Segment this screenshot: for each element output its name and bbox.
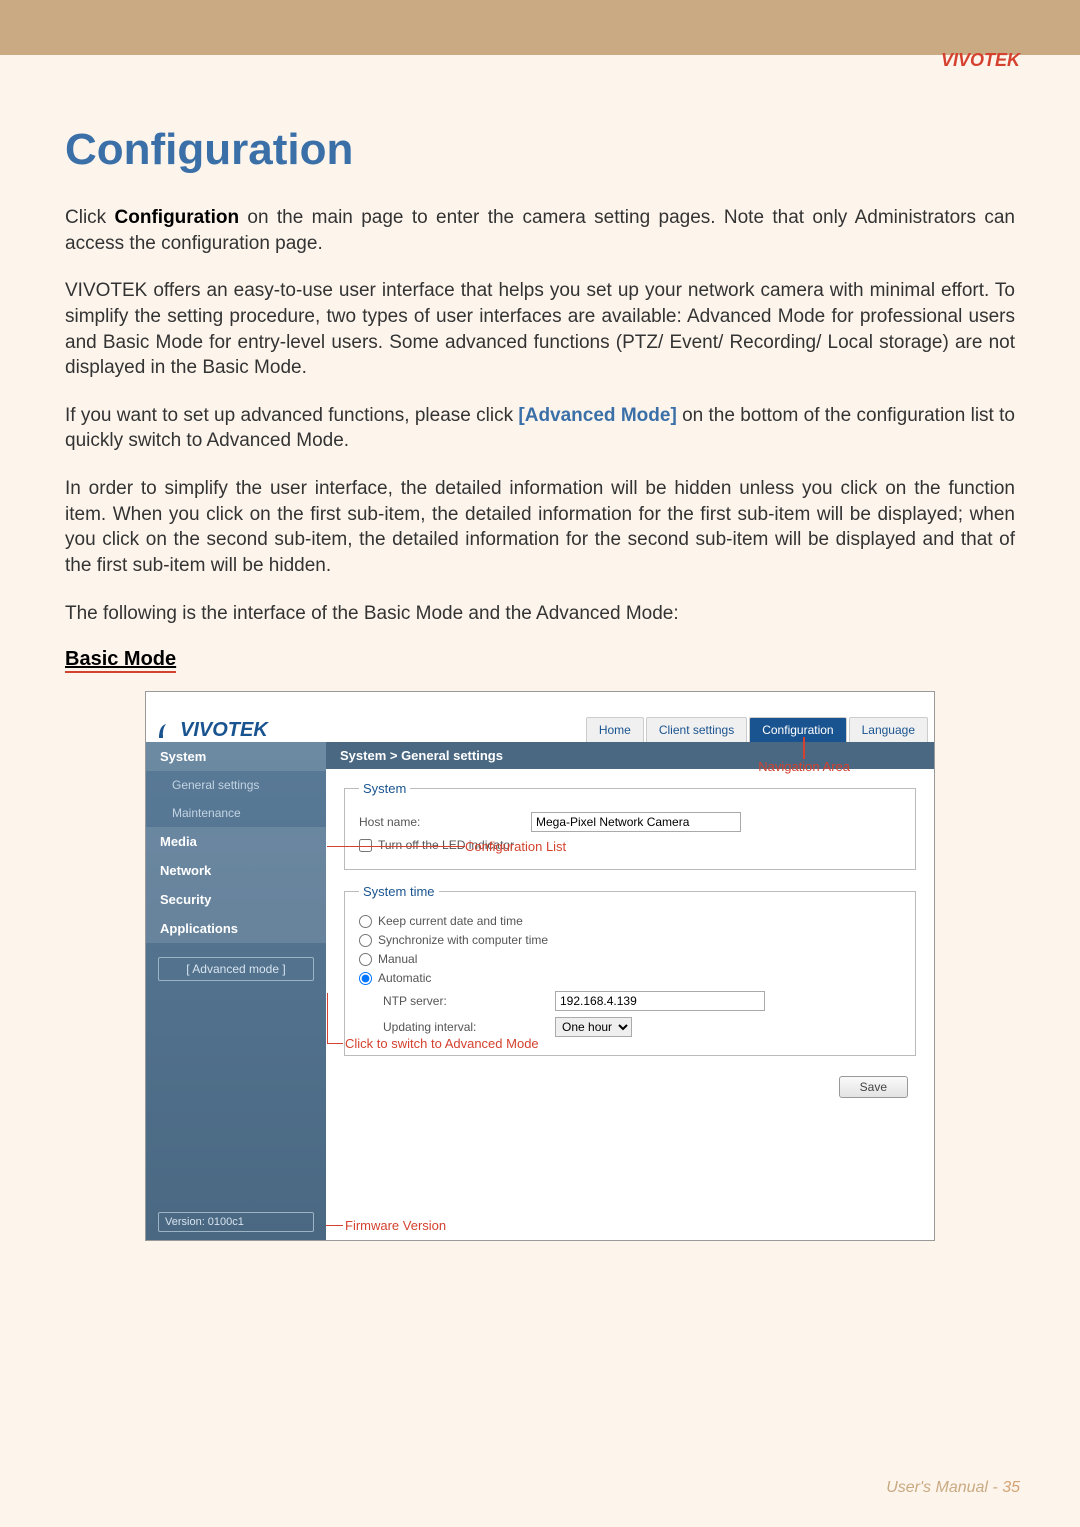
page-title: Configuration bbox=[65, 125, 1015, 175]
logo: VIVOTEK bbox=[156, 719, 268, 742]
sidebar-item-applications[interactable]: Applications bbox=[146, 914, 326, 943]
radio-auto[interactable] bbox=[359, 972, 372, 985]
tabs: Home Client settings Configuration Langu… bbox=[586, 717, 928, 742]
breadcrumb: System > General settings bbox=[326, 742, 934, 769]
input-hostname[interactable] bbox=[531, 812, 741, 832]
save-button[interactable]: Save bbox=[839, 1076, 908, 1098]
footer: User's Manual - 35 bbox=[886, 1479, 1020, 1497]
paragraph-1: Click Configuration on the main page to … bbox=[65, 205, 1015, 256]
radio-manual[interactable] bbox=[359, 953, 372, 966]
label-sync: Synchronize with computer time bbox=[378, 933, 548, 947]
section-label: Basic Mode bbox=[65, 648, 176, 673]
sidebar-item-system[interactable]: System bbox=[146, 742, 326, 771]
row-ntp: NTP server: bbox=[383, 991, 901, 1011]
fieldset-system: System Host name: Turn off the LED indic… bbox=[344, 781, 916, 870]
p3-bold: [Advanced Mode] bbox=[518, 405, 676, 426]
p1-bold: Configuration bbox=[115, 207, 240, 228]
main-panel: System > General settings System Host na… bbox=[326, 742, 934, 1240]
screenshot-container: Navigation Area Configuration List Click… bbox=[145, 691, 935, 1241]
paragraph-4: In order to simplify the user interface,… bbox=[65, 476, 1015, 579]
sidebar-item-media[interactable]: Media bbox=[146, 827, 326, 856]
label-interval: Updating interval: bbox=[383, 1020, 543, 1034]
footer-label: User's Manual - bbox=[886, 1479, 1002, 1496]
legend-time: System time bbox=[359, 884, 439, 899]
tab-home[interactable]: Home bbox=[586, 717, 644, 742]
checkbox-led[interactable] bbox=[359, 839, 372, 852]
p3-text-a: If you want to set up advanced functions… bbox=[65, 405, 518, 426]
logo-icon bbox=[156, 721, 176, 741]
app-body: System General settings Maintenance Medi… bbox=[146, 742, 934, 1240]
paragraph-3: If you want to set up advanced functions… bbox=[65, 403, 1015, 454]
logo-text: VIVOTEK bbox=[180, 719, 268, 742]
sidebar-item-security[interactable]: Security bbox=[146, 885, 326, 914]
app-window: VIVOTEK Home Client settings Configurati… bbox=[145, 691, 935, 1241]
label-manual: Manual bbox=[378, 952, 417, 966]
footer-page: 35 bbox=[1002, 1479, 1020, 1496]
row-interval: Updating interval: One hour bbox=[383, 1017, 901, 1037]
p1-text-a: Click bbox=[65, 207, 115, 228]
legend-system: System bbox=[359, 781, 410, 796]
header-bar bbox=[0, 0, 1080, 55]
sidebar-item-general[interactable]: General settings bbox=[146, 771, 326, 799]
select-interval[interactable]: One hour bbox=[555, 1017, 632, 1037]
label-keep: Keep current date and time bbox=[378, 914, 523, 928]
row-led: Turn off the LED indicator bbox=[359, 838, 901, 852]
row-manual: Manual bbox=[359, 952, 901, 966]
app-top: VIVOTEK Home Client settings Configurati… bbox=[146, 692, 934, 742]
radio-sync[interactable] bbox=[359, 934, 372, 947]
fieldset-system-time: System time Keep current date and time S… bbox=[344, 884, 916, 1056]
label-hostname: Host name: bbox=[359, 815, 519, 829]
row-sync: Synchronize with computer time bbox=[359, 933, 901, 947]
advanced-mode-button[interactable]: [ Advanced mode ] bbox=[158, 957, 314, 981]
sidebar-item-maintenance[interactable]: Maintenance bbox=[146, 799, 326, 827]
row-auto: Automatic bbox=[359, 971, 901, 985]
sidebar-item-network[interactable]: Network bbox=[146, 856, 326, 885]
panel-content: System Host name: Turn off the LED indic… bbox=[326, 769, 934, 1240]
version-label: Version: 0100c1 bbox=[158, 1212, 314, 1232]
paragraph-2: VIVOTEK offers an easy-to-use user inter… bbox=[65, 278, 1015, 381]
tab-configuration[interactable]: Configuration bbox=[749, 717, 846, 742]
row-keep: Keep current date and time bbox=[359, 914, 901, 928]
row-hostname: Host name: bbox=[359, 812, 901, 832]
tab-language[interactable]: Language bbox=[849, 717, 928, 742]
label-ntp: NTP server: bbox=[383, 994, 543, 1008]
label-auto: Automatic bbox=[378, 971, 431, 985]
label-led: Turn off the LED indicator bbox=[378, 838, 514, 852]
sidebar: System General settings Maintenance Medi… bbox=[146, 742, 326, 1240]
paragraph-5: The following is the interface of the Ba… bbox=[65, 601, 1015, 627]
tab-client-settings[interactable]: Client settings bbox=[646, 717, 747, 742]
input-ntp[interactable] bbox=[555, 991, 765, 1011]
document-content: Configuration Click Configuration on the… bbox=[0, 75, 1080, 1251]
brand-label: VIVOTEK bbox=[941, 50, 1020, 71]
radio-keep[interactable] bbox=[359, 915, 372, 928]
